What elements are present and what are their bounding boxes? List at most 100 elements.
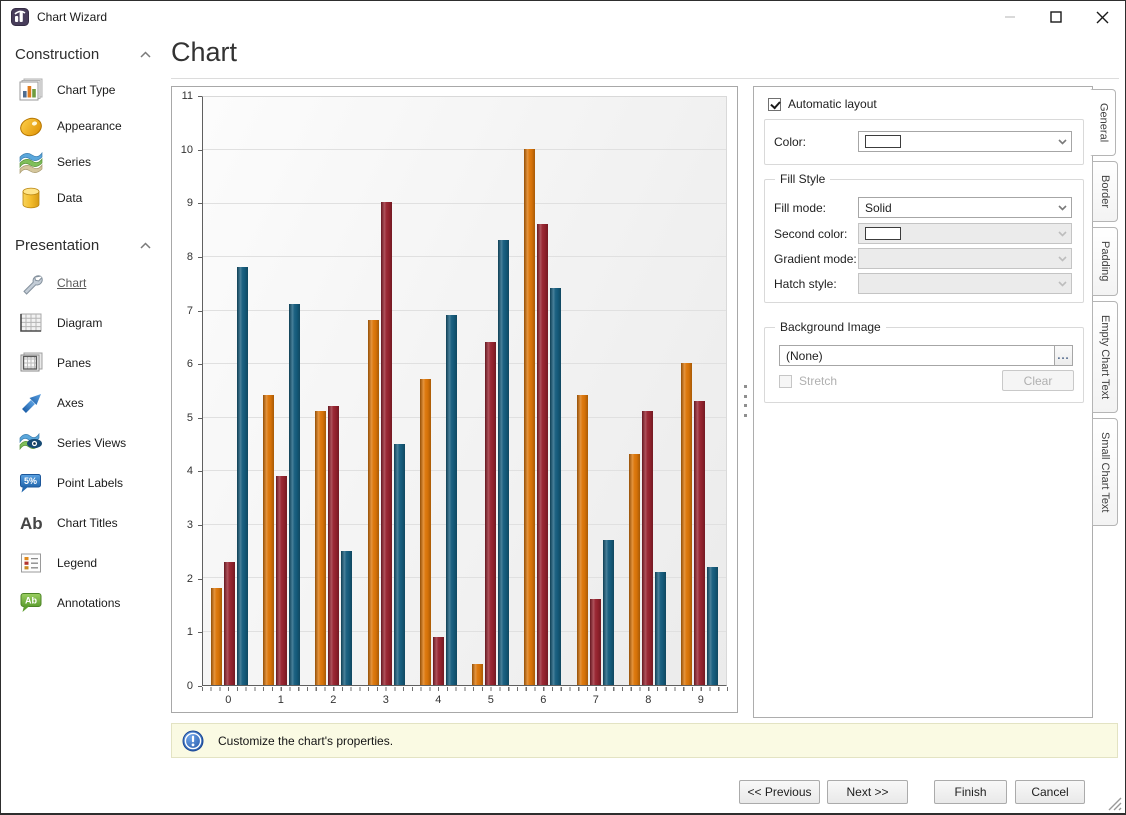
x-tick-label: 4	[435, 694, 442, 706]
tab-empty-chart-text[interactable]: Empty Chart Text	[1092, 300, 1118, 413]
status-message: Customize the chart's properties.	[218, 733, 394, 748]
chart-titles-icon: Ab	[20, 514, 43, 533]
sidebar-item-series-views[interactable]: Series Views	[15, 423, 171, 463]
section-header-presentation[interactable]: Presentation	[15, 228, 171, 263]
bar-group	[517, 97, 569, 686]
previous-button[interactable]: << Previous	[739, 780, 820, 804]
y-tick-label: 7	[186, 304, 193, 317]
y-tick-label: 8	[186, 250, 193, 263]
bar-group	[255, 97, 307, 686]
tab-general[interactable]: General	[1090, 89, 1116, 157]
finish-button[interactable]: Finish	[934, 780, 1007, 804]
cancel-button[interactable]: Cancel	[1015, 780, 1085, 804]
bar	[550, 288, 562, 685]
clear-button: Clear	[1002, 370, 1074, 391]
wizard-sidebar: Construction Chart Type	[1, 37, 171, 813]
color-group	[764, 119, 1084, 165]
bar	[681, 363, 693, 685]
y-tick-label: 4	[186, 465, 193, 478]
y-tick-label: 10	[180, 143, 193, 156]
bar-group	[203, 97, 255, 686]
checkbox-checked-icon	[768, 97, 781, 111]
maximize-icon	[1050, 11, 1062, 23]
svg-text:Ab: Ab	[25, 595, 37, 605]
section-header-construction[interactable]: Construction	[15, 37, 171, 72]
bar	[485, 341, 497, 686]
automatic-layout-checkbox[interactable]: Automatic layout	[768, 97, 877, 111]
sidebar-item-chart-type[interactable]: Chart Type	[15, 72, 171, 108]
sidebar-item-chart[interactable]: Chart	[15, 263, 171, 303]
second-color-dropdown	[858, 223, 1072, 244]
fill-mode-dropdown[interactable]: Solid	[858, 197, 1072, 218]
chevron-up-icon	[140, 51, 151, 58]
tab-small-chart-text[interactable]: Small Chart Text	[1092, 417, 1118, 527]
sidebar-item-appearance[interactable]: Appearance	[15, 108, 171, 144]
color-swatch	[865, 135, 901, 148]
bar-group	[674, 97, 726, 686]
gridline	[203, 202, 726, 204]
gradient-mode-label: Gradient mode:	[774, 251, 857, 266]
sidebar-item-data[interactable]: Data	[15, 180, 171, 216]
data-icon	[22, 187, 40, 209]
sidebar-item-chart-titles[interactable]: Ab Chart Titles	[15, 503, 171, 543]
point-labels-icon: 5%	[20, 474, 41, 493]
title-divider	[171, 78, 1119, 79]
tab-padding[interactable]: Padding	[1092, 227, 1118, 296]
sidebar-item-label: Axes	[57, 396, 84, 410]
sidebar-item-panes[interactable]: Panes	[15, 343, 171, 383]
sidebar-item-annotations[interactable]: Ab Annotations	[15, 583, 171, 623]
y-tick-mark	[198, 364, 202, 366]
bar	[642, 411, 654, 685]
bar	[576, 395, 588, 685]
sidebar-item-legend[interactable]: Legend	[15, 543, 171, 583]
bar	[589, 599, 601, 685]
bar	[262, 395, 274, 685]
x-tick-label: 0	[225, 694, 232, 706]
browse-button[interactable]: ...	[1055, 345, 1073, 366]
stretch-checkbox: Stretch	[779, 374, 837, 388]
page-title: Chart	[171, 37, 238, 67]
x-tick-label: 8	[645, 694, 652, 706]
sidebar-item-label: Series	[57, 155, 92, 169]
sidebar-item-diagram[interactable]: Diagram	[15, 303, 171, 343]
x-tick-label: 2	[330, 694, 337, 706]
sidebar-item-point-labels[interactable]: 5% Point Labels	[15, 463, 171, 503]
bar	[419, 379, 431, 685]
x-tick-label: 5	[487, 694, 494, 706]
axes-icon	[22, 394, 41, 413]
chevron-up-icon	[140, 242, 151, 249]
gridline	[203, 416, 726, 418]
sidebar-item-series[interactable]: Series	[15, 144, 171, 180]
color-dropdown[interactable]	[858, 131, 1072, 152]
bar	[694, 400, 706, 686]
y-tick-label: 0	[186, 680, 193, 692]
y-tick-mark	[198, 417, 202, 419]
title-bar: Chart Wizard	[1, 1, 1125, 33]
sidebar-item-label: Point Labels	[57, 476, 124, 490]
sidebar-item-label: Legend	[57, 556, 98, 570]
y-tick-mark	[198, 686, 202, 687]
close-button[interactable]	[1079, 1, 1125, 33]
tab-border[interactable]: Border	[1092, 161, 1118, 223]
next-button[interactable]: Next >>	[827, 780, 908, 804]
x-tick-label: 9	[697, 694, 704, 706]
gridline	[203, 577, 726, 579]
maximize-button[interactable]	[1033, 1, 1079, 33]
x-axis-labels: 0 1 2 3 4 5 6 7 8 9	[202, 694, 727, 706]
background-image-field[interactable]: (None)	[779, 345, 1055, 366]
bar-group	[360, 97, 412, 686]
y-tick-label: 6	[186, 358, 193, 371]
info-icon	[182, 730, 204, 751]
window-title: Chart Wizard	[37, 10, 108, 24]
sidebar-item-label: Chart Type	[57, 83, 116, 97]
sidebar-item-axes[interactable]: Axes	[15, 383, 171, 423]
section-label: Presentation	[15, 237, 100, 254]
chevron-down-icon	[1053, 274, 1071, 293]
hatch-style-dropdown	[858, 273, 1072, 294]
x-tick-label: 7	[592, 694, 599, 706]
y-tick-mark	[198, 578, 202, 580]
sidebar-item-label: Data	[57, 191, 83, 205]
resize-grip-icon[interactable]	[1107, 796, 1122, 811]
bar	[707, 567, 719, 685]
panel-splitter[interactable]	[741, 385, 749, 417]
